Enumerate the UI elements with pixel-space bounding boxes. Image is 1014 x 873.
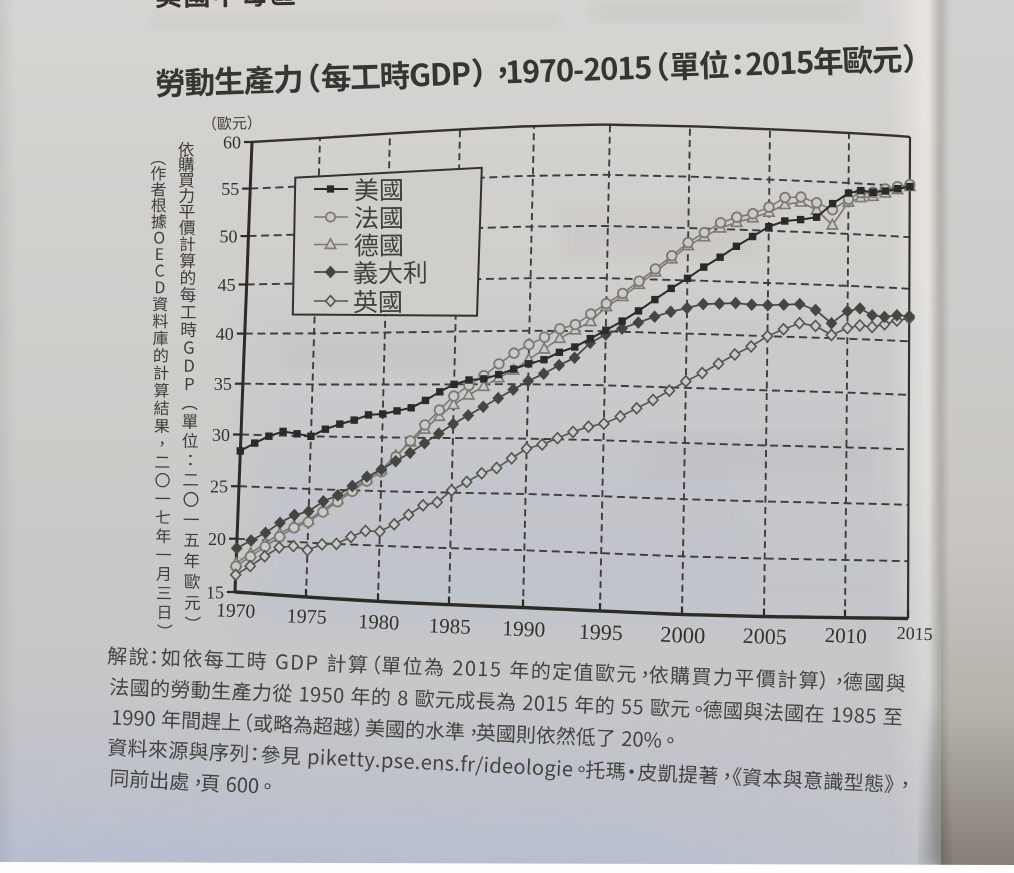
svg-text:40: 40	[216, 324, 234, 344]
svg-text:1990: 1990	[502, 616, 546, 642]
svg-text:55: 55	[221, 179, 239, 199]
svg-text:2015: 2015	[896, 623, 933, 644]
svg-text:45: 45	[218, 275, 236, 295]
svg-text:2000: 2000	[660, 622, 706, 649]
svg-text:15: 15	[206, 582, 224, 602]
svg-text:1985: 1985	[428, 613, 471, 639]
svg-text:1975: 1975	[286, 605, 327, 629]
svg-text:60: 60	[223, 132, 241, 152]
svg-text:25: 25	[210, 477, 228, 497]
svg-text:2005: 2005	[742, 623, 787, 650]
svg-text:50: 50	[220, 226, 238, 246]
svg-text:1995: 1995	[578, 619, 623, 646]
svg-text:1980: 1980	[358, 611, 400, 635]
svg-text:20: 20	[208, 529, 226, 549]
svg-text:1970: 1970	[216, 600, 256, 622]
svg-text:35: 35	[214, 374, 232, 394]
svg-text:30: 30	[212, 425, 230, 445]
svg-text:2010: 2010	[824, 623, 867, 649]
